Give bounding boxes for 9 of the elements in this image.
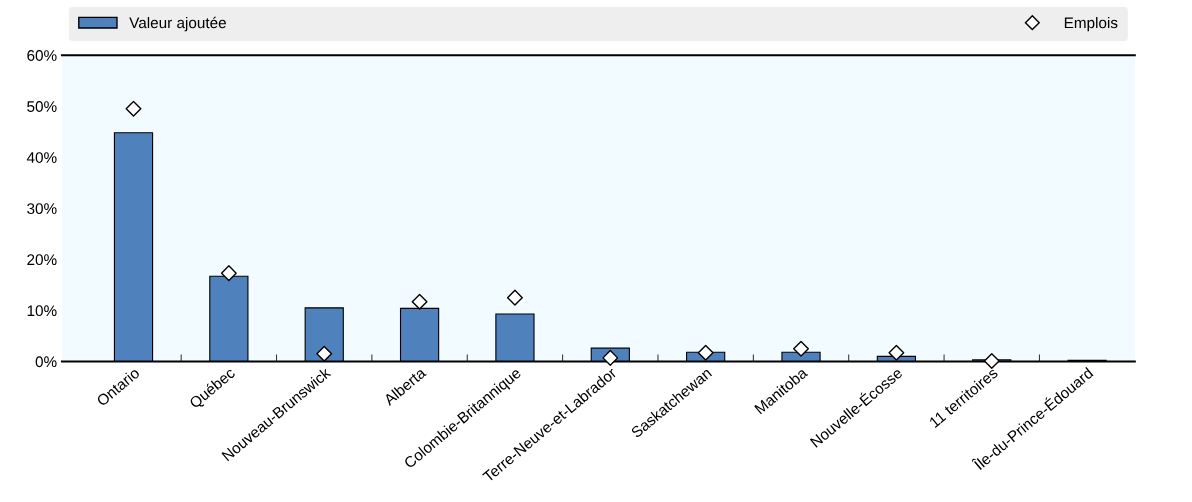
y-tick-label: 30% xyxy=(27,203,57,215)
y-tick-label: 60% xyxy=(27,50,57,61)
y-tick-label: 20% xyxy=(27,254,57,266)
legend-label: Emplois xyxy=(1064,16,1118,32)
legend-label: Valeur ajoutée xyxy=(129,16,226,32)
y-tick-label: 0% xyxy=(35,356,57,368)
y-tick-label: 40% xyxy=(26,152,57,163)
y-tick-label: 50% xyxy=(27,101,57,112)
y-tick-label: 10% xyxy=(27,305,57,317)
